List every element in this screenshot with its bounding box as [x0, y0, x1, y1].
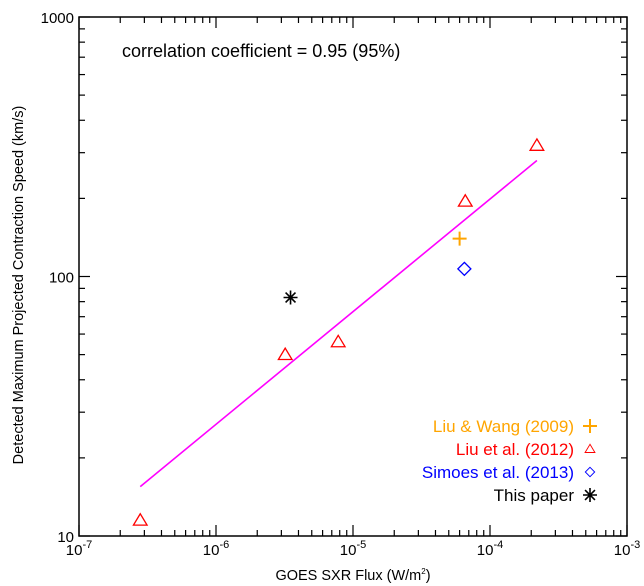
legend-label: This paper [494, 486, 575, 505]
legend: Liu & Wang (2009) Liu et al. (2012) Simoes… [422, 417, 597, 505]
data-point-triangle [457, 193, 474, 207]
legend-label: Liu & Wang (2009) [433, 417, 574, 436]
data-point-triangle [132, 512, 149, 526]
x-tick-label: 10-7 [66, 539, 92, 559]
legend-symbol-triangle [584, 443, 596, 453]
data-point-triangle [330, 334, 347, 348]
y-tick-label: 10 [57, 529, 74, 546]
legend-symbol-plus [583, 419, 597, 433]
x-tick-label-base: 10 [614, 542, 631, 559]
y-axis-label: Detected Maximum Projected Contraction S… [11, 106, 27, 465]
fit-line [139, 159, 538, 488]
correlation-annotation: correlation coefficient = 0.95 (95%) [122, 41, 400, 61]
legend-symbol-diamond [584, 466, 596, 478]
x-axis-label-end: ) [426, 568, 431, 584]
fit-line-layer [139, 159, 538, 488]
legend-label: Simoes et al. (2013) [422, 463, 574, 482]
legend-label: Liu et al. (2012) [456, 440, 574, 459]
x-tick-label-exponent: -4 [493, 539, 503, 551]
x-tick-label-exponent: -6 [219, 539, 229, 551]
x-tick-label-base: 10 [203, 542, 220, 559]
x-axis-label: GOES SXR Flux (W/m2) [275, 567, 430, 584]
x-axis-label-superscript: 2 [421, 567, 426, 576]
data-point-triangle [528, 137, 545, 151]
x-tick-label-base: 10 [477, 542, 494, 559]
y-tick-label: 100 [49, 270, 74, 287]
data-markers [132, 137, 545, 526]
data-point-plus [452, 231, 467, 246]
data-point-diamond [456, 261, 472, 277]
y-tick-label: 1000 [41, 10, 74, 27]
x-axis-label-main: GOES SXR Flux (W/m [275, 568, 421, 584]
data-point-triangle [277, 346, 294, 361]
x-tick-label: 10-6 [203, 539, 229, 559]
x-tick-label-exponent: -7 [82, 539, 92, 551]
x-tick-label: 10-3 [614, 539, 640, 559]
x-tick-label-base: 10 [340, 542, 357, 559]
x-tick-label-exponent: -5 [356, 539, 366, 551]
x-tick-label-exponent: -3 [630, 539, 640, 551]
x-tick-label: 10-4 [477, 539, 503, 559]
legend-symbol-asterisk [583, 488, 597, 502]
data-point-asterisk [283, 290, 298, 305]
x-tick-label: 10-5 [340, 539, 366, 559]
x-tick-label-base: 10 [66, 542, 83, 559]
